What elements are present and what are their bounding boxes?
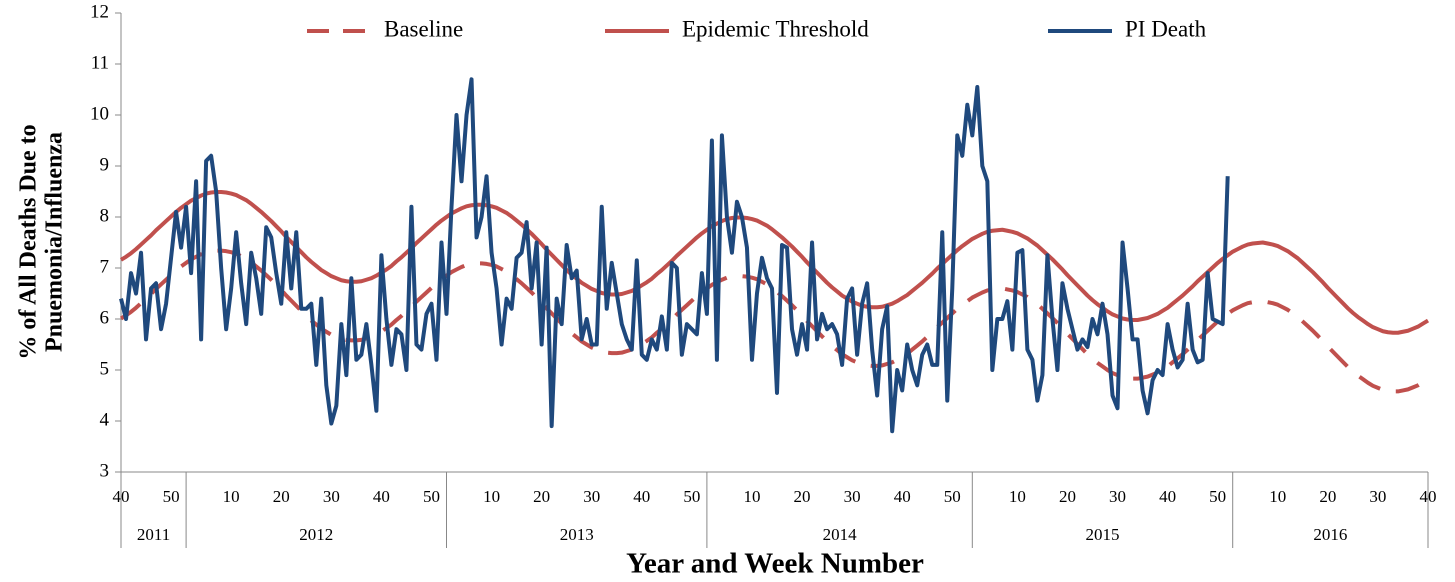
y-tick-label: 8 xyxy=(100,205,110,226)
x-tick-label: 40 xyxy=(633,487,650,506)
series-line xyxy=(119,190,1430,335)
y-tick-label: 3 xyxy=(100,460,110,481)
x-tick-label: 10 xyxy=(1009,487,1026,506)
group-label: 2014 xyxy=(823,525,858,544)
x-tick-label: 30 xyxy=(1369,487,1386,506)
x-tick-label: 20 xyxy=(794,487,811,506)
group-label: 2012 xyxy=(299,525,333,544)
y-tick-label: 4 xyxy=(100,409,110,430)
x-tick-label: 10 xyxy=(483,487,500,506)
y-axis-title: Pnuemonia/Influenza xyxy=(42,132,68,352)
x-tick-label: 40 xyxy=(1159,487,1176,506)
x-axis-title: Year and Week Number xyxy=(626,548,924,580)
y-tick-label: 6 xyxy=(100,307,110,328)
x-tick-label: 30 xyxy=(583,487,600,506)
y-tick-label: 11 xyxy=(91,52,109,73)
x-tick-label: 50 xyxy=(423,487,440,506)
x-tick-label: 30 xyxy=(1109,487,1126,506)
series-line xyxy=(119,77,1230,434)
y-tick-label: 10 xyxy=(90,103,109,124)
x-tick-label: 40 xyxy=(373,487,390,506)
y-tick-label: 5 xyxy=(100,358,110,379)
x-tick-label: 10 xyxy=(743,487,760,506)
legend-label: PI Death xyxy=(1125,16,1207,41)
legend-label: Baseline xyxy=(384,16,463,41)
x-tick-label: 20 xyxy=(1319,487,1336,506)
x-tick-label: 10 xyxy=(1269,487,1286,506)
group-label: 2013 xyxy=(560,525,594,544)
group-label: 2011 xyxy=(137,525,170,544)
x-tick-label: 20 xyxy=(273,487,290,506)
x-tick-label: 30 xyxy=(323,487,340,506)
x-tick-label: 50 xyxy=(683,487,700,506)
group-label: 2015 xyxy=(1086,525,1120,544)
x-tick-label: 40 xyxy=(894,487,911,506)
y-tick-label: 12 xyxy=(90,1,109,22)
y-tick-label: 7 xyxy=(100,256,110,277)
x-tick-label: 20 xyxy=(1059,487,1076,506)
y-axis-title: % of All Deaths Due to xyxy=(16,124,42,359)
x-tick-label: 50 xyxy=(944,487,961,506)
group-label: 2016 xyxy=(1313,525,1347,544)
y-tick-label: 9 xyxy=(100,154,110,175)
series-line xyxy=(119,248,1430,394)
x-tick-label: 50 xyxy=(1209,487,1226,506)
x-tick-label: 10 xyxy=(223,487,240,506)
legend-label: Epidemic Threshold xyxy=(682,16,869,41)
x-tick-label: 30 xyxy=(844,487,861,506)
x-tick-label: 50 xyxy=(163,487,180,506)
x-tick-label: 20 xyxy=(533,487,550,506)
